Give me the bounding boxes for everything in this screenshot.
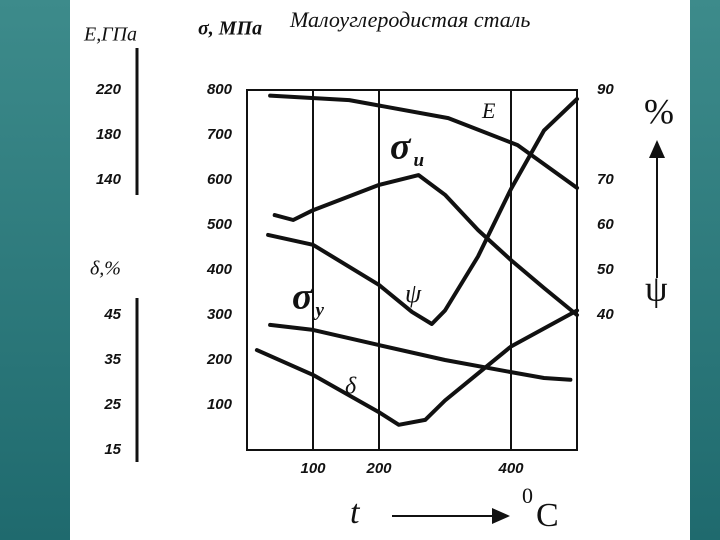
y-tick-label: 800 [207,81,233,98]
y3-title: E,ГПа [83,24,137,46]
series-label: σ [292,276,314,318]
y4-tick-label: 45 [103,306,121,323]
series-label: E [481,98,496,123]
y3-tick-label: 220 [95,81,122,98]
y-tick-label: 700 [207,126,233,143]
series-line [254,308,579,427]
series-line [272,173,579,317]
x-unit: C [536,497,559,534]
plot [135,48,665,524]
series-label-sub: y [314,300,325,321]
y-title: σ, МПа [198,18,262,40]
series-label: ψ [405,279,422,308]
x-tick-label: 200 [365,460,392,477]
series-line [266,97,579,326]
y4-tick-label: 15 [104,441,121,458]
y2-tick-label: 70 [597,171,614,188]
series-line [268,93,579,190]
series-label: σ [390,126,412,168]
y4-title: δ,% [90,258,121,280]
series-label-sub: u [414,150,425,171]
y-tick-label: 100 [207,396,233,413]
y4-tick-label: 35 [104,351,121,368]
series-label: δ [345,374,357,400]
y2-symbol: ψ [645,268,668,308]
y3-tick-label: 140 [96,171,122,188]
y-tick-label: 200 [206,351,233,368]
y2-tick-label: 50 [597,261,614,278]
y2-tick-label: 90 [597,81,614,98]
x-tick-label: 100 [300,460,326,477]
y-tick-label: 600 [207,171,233,188]
y-tick-label: 500 [207,216,233,233]
y4-tick-label: 25 [103,396,121,413]
x-tick-label: 400 [497,460,524,477]
y2-tick-label: 60 [597,216,614,233]
plot-frame [246,89,578,451]
y-tick-label: 300 [207,306,233,323]
y3-tick-label: 180 [96,126,122,143]
y2-tick-label: 40 [596,306,614,323]
chart-title: Малоуглеродистая сталь [289,7,530,32]
series-line [268,322,573,382]
y2-title: % [644,91,674,131]
x-title: t [350,494,361,531]
x-unit-sup: 0 [522,483,533,508]
y-tick-label: 400 [206,261,233,278]
